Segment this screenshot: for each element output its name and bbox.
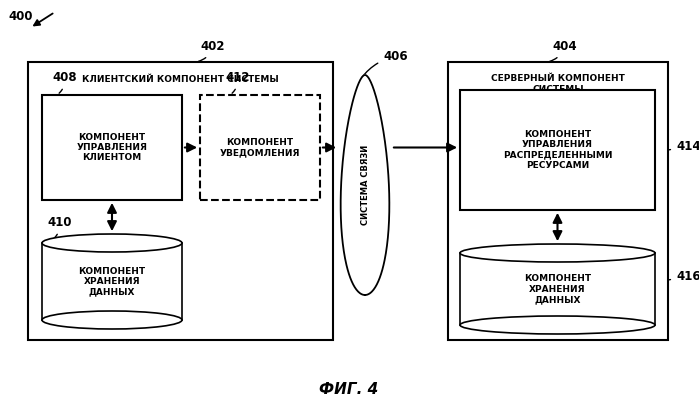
- Text: 412: 412: [225, 71, 250, 93]
- Text: КОМПОНЕНТ
ХРАНЕНИЯ
ДАННЫХ: КОМПОНЕНТ ХРАНЕНИЯ ДАННЫХ: [78, 267, 145, 296]
- Bar: [42, 243, 182, 320]
- Text: 416: 416: [668, 270, 699, 283]
- Text: СЕРВЕРНЫЙ КОМПОНЕНТ
СИСТЕМЫ: СЕРВЕРНЫЙ КОМПОНЕНТ СИСТЕМЫ: [491, 74, 625, 94]
- Ellipse shape: [42, 311, 182, 329]
- Text: 404: 404: [549, 40, 577, 61]
- Polygon shape: [340, 75, 389, 295]
- Text: 408: 408: [52, 71, 77, 93]
- Bar: [200, 95, 320, 200]
- Ellipse shape: [460, 316, 655, 334]
- Text: 406: 406: [361, 50, 408, 78]
- Text: КОМПОНЕНТ
УВЕДОМЛЕНИЯ: КОМПОНЕНТ УВЕДОМЛЕНИЯ: [219, 138, 301, 157]
- Bar: [460, 253, 655, 325]
- Text: 400: 400: [8, 10, 32, 23]
- Text: 410: 410: [47, 216, 71, 238]
- Ellipse shape: [42, 234, 182, 252]
- Bar: [460, 90, 655, 210]
- Ellipse shape: [460, 244, 655, 262]
- Text: СИСТЕМА СВЯЗИ: СИСТЕМА СВЯЗИ: [361, 145, 370, 225]
- Text: КЛИЕНТСКИЙ КОМПОНЕНТ СИСТЕМЫ: КЛИЕНТСКИЙ КОМПОНЕНТ СИСТЕМЫ: [82, 76, 279, 85]
- Text: КОМПОНЕНТ
УПРАВЛЕНИЯ
РАСПРЕДЕЛЕННЫМИ
РЕСУРСАМИ: КОМПОНЕНТ УПРАВЛЕНИЯ РАСПРЕДЕЛЕННЫМИ РЕС…: [503, 130, 612, 170]
- Text: 402: 402: [199, 40, 225, 61]
- Bar: [28, 62, 333, 340]
- Text: КОМПОНЕНТ
УПРАВЛЕНИЯ
КЛИЕНТОМ: КОМПОНЕНТ УПРАВЛЕНИЯ КЛИЕНТОМ: [76, 133, 147, 162]
- Text: КОМПОНЕНТ
ХРАНЕНИЯ
ДАННЫХ: КОМПОНЕНТ ХРАНЕНИЯ ДАННЫХ: [524, 274, 591, 304]
- Text: ФИГ. 4: ФИГ. 4: [319, 383, 379, 398]
- Text: 414: 414: [668, 140, 699, 153]
- Bar: [42, 95, 182, 200]
- Bar: [448, 62, 668, 340]
